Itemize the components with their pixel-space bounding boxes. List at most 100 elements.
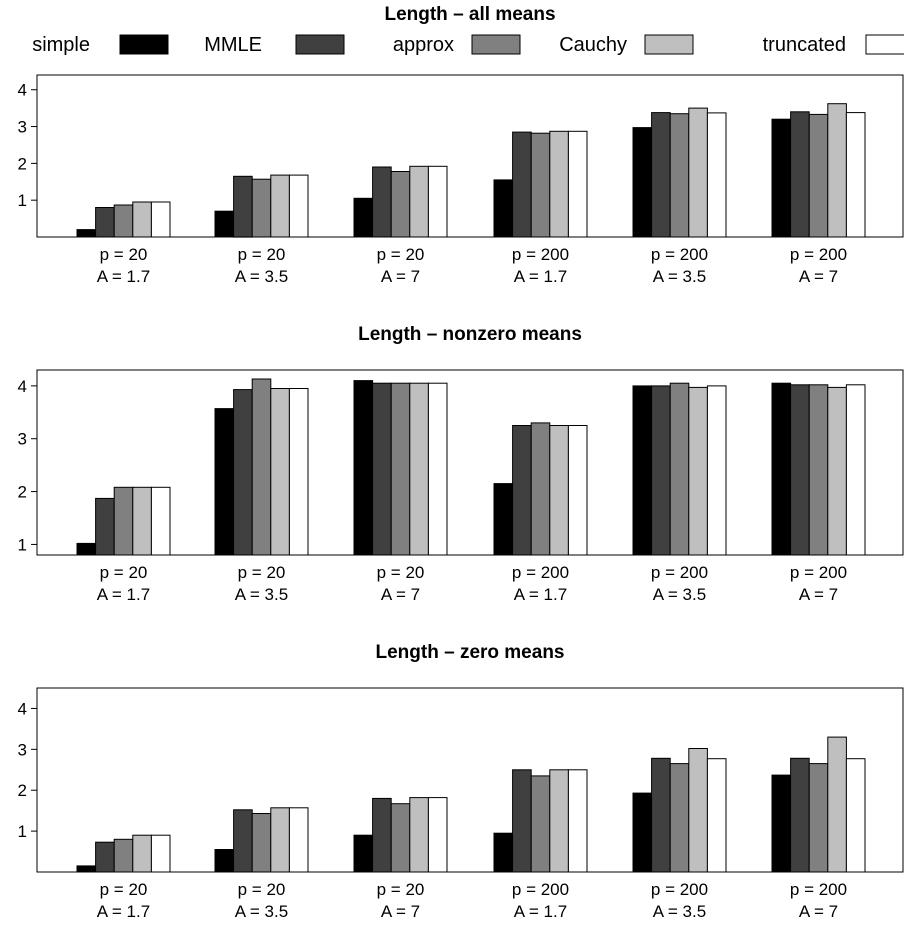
ytick-label-2-3: 3 [18, 740, 27, 759]
category-label-0-5-0: p = 200 [790, 245, 847, 264]
category-label-0-2-0: p = 20 [377, 245, 425, 264]
category-label-2-2-1: A = 7 [381, 902, 420, 921]
ytick-label-0-4: 4 [18, 81, 27, 100]
category-label-2-1-0: p = 20 [238, 880, 286, 899]
bar-p0-s0-c4 [632, 127, 653, 238]
ytick-label-2-4: 4 [18, 699, 27, 718]
bar-p1-s0-c1 [214, 408, 235, 556]
bar-p2-s3-c1 [270, 807, 290, 873]
panel-2: Length – zero means 1 2 3 4 p = 20 A = 1.7 p = … [18, 642, 904, 921]
bar-p1-s2-c3 [530, 422, 551, 556]
bar-p0-s4-c1 [288, 174, 309, 238]
bar-p2-s1-c2 [372, 797, 392, 873]
bar-p2-s1-c0 [95, 841, 115, 873]
category-label-2-0-1: A = 1.7 [97, 902, 150, 921]
bar-p2-s3-c5 [827, 736, 847, 873]
category-label-2-0-0: p = 20 [100, 880, 148, 899]
category-label-2-1-1: A = 3.5 [235, 902, 288, 921]
bar-p2-s0-c2 [353, 834, 374, 873]
category-label-2-3-0: p = 200 [512, 880, 569, 899]
bar-p1-s2-c4 [669, 382, 690, 556]
category-label-0-3-1: A = 1.7 [514, 267, 567, 286]
ytick-label-0-1: 1 [18, 191, 27, 210]
legend-swatch-2 [471, 34, 521, 55]
bar-p2-s1-c3 [512, 769, 532, 873]
bar-p2-s4-c5 [845, 758, 866, 873]
chart-title-0: Length – all means [384, 4, 555, 25]
bar-p1-s3-c1 [270, 388, 290, 556]
bar-p0-s2-c4 [669, 113, 690, 238]
category-label-1-3-0: p = 200 [512, 563, 569, 582]
ytick-label-1-2: 2 [18, 483, 27, 502]
chart-title-2: Length – zero means [376, 642, 565, 663]
bar-p2-s3-c3 [549, 769, 569, 873]
legend: simple MMLE approx Cauchy truncated [32, 34, 904, 56]
category-label-1-1-0: p = 20 [238, 563, 286, 582]
bar-p1-s0-c2 [353, 380, 374, 556]
bar-p2-s2-c5 [808, 763, 829, 873]
bar-p0-s0-c1 [214, 210, 235, 238]
category-label-1-0-1: A = 1.7 [97, 585, 150, 604]
bar-p0-s3-c3 [549, 130, 569, 238]
bar-p0-s2-c5 [808, 113, 829, 238]
bar-p2-s1-c5 [790, 757, 810, 873]
bar-p2-s4-c1 [288, 807, 309, 873]
bar-p1-s1-c4 [651, 385, 671, 556]
bar-p0-s3-c4 [688, 107, 708, 238]
bar-p1-s3-c4 [688, 386, 708, 556]
legend-swatch-1 [295, 34, 345, 55]
bar-p0-s2-c2 [390, 171, 411, 238]
bar-p2-s3-c2 [409, 797, 429, 873]
category-label-2-2-0: p = 20 [377, 880, 425, 899]
plot-frame-0 [36, 74, 904, 238]
bar-p2-s0-c5 [771, 774, 792, 873]
bar-p1-s1-c0 [95, 497, 115, 556]
bar-p0-s3-c5 [827, 103, 847, 238]
bar-p0-s4-c3 [567, 130, 588, 238]
bar-p2-s2-c4 [669, 763, 690, 873]
bar-p2-s2-c3 [530, 775, 551, 873]
bar-p0-s1-c0 [95, 207, 115, 238]
category-label-0-1-0: p = 20 [238, 245, 286, 264]
bar-p2-s0-c0 [76, 865, 97, 873]
bar-p1-s3-c5 [827, 386, 847, 556]
bar-p0-s2-c0 [113, 204, 134, 238]
bar-p1-s2-c2 [390, 382, 411, 556]
bar-p1-s1-c5 [790, 384, 810, 556]
bar-p0-s3-c1 [270, 174, 290, 238]
bar-p2-s4-c4 [706, 758, 727, 873]
bar-p2-s1-c1 [233, 809, 253, 873]
bar-p0-s1-c5 [790, 111, 810, 238]
bar-p0-s4-c5 [845, 112, 866, 238]
legend-label-4: truncated [763, 34, 846, 56]
category-label-1-1-1: A = 3.5 [235, 585, 288, 604]
category-label-1-5-1: A = 7 [799, 585, 838, 604]
legend-swatch-3 [644, 34, 694, 55]
legend-label-3: Cauchy [559, 34, 627, 56]
category-label-1-2-1: A = 7 [381, 585, 420, 604]
bar-p1-s0-c0 [76, 542, 97, 556]
category-label-0-0-1: A = 1.7 [97, 267, 150, 286]
ytick-label-2-2: 2 [18, 781, 27, 800]
category-label-2-4-1: A = 3.5 [653, 902, 706, 921]
bar-p2-s0-c3 [493, 832, 514, 873]
bar-p1-s4-c0 [150, 486, 171, 556]
category-label-2-5-1: A = 7 [799, 902, 838, 921]
category-label-2-3-1: A = 1.7 [514, 902, 567, 921]
panel-1: Length – nonzero means 1 2 3 4 p = 20 A = 1.7 p… [18, 324, 904, 604]
panel-0: Length – all means 1 2 3 4 p = 20 A = 1.7 p = 2… [18, 4, 904, 286]
category-label-0-4-0: p = 200 [651, 245, 708, 264]
ytick-label-1-1: 1 [18, 535, 27, 554]
bar-p1-s4-c5 [845, 384, 866, 556]
bar-p1-s3-c0 [132, 486, 152, 556]
category-label-2-5-0: p = 200 [790, 880, 847, 899]
bar-p1-s2-c0 [113, 486, 134, 556]
bar-p2-s0-c4 [632, 792, 653, 873]
category-label-1-5-0: p = 200 [790, 563, 847, 582]
bar-p1-s4-c2 [427, 382, 448, 556]
bar-p0-s2-c1 [251, 178, 272, 238]
bar-p0-s4-c0 [150, 201, 171, 238]
category-label-0-4-1: A = 3.5 [653, 267, 706, 286]
bar-p1-s1-c1 [233, 389, 253, 556]
